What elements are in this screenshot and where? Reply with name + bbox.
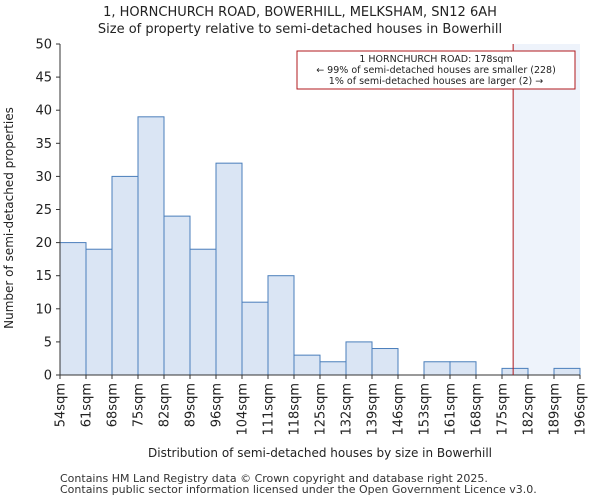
bar-54sqm — [59, 242, 87, 376]
footer-licence: Contains public sector information licen… — [60, 483, 537, 496]
bar-139sqm — [371, 348, 399, 376]
y-axis: 0 5 10 15 20 25 30 35 40 45 50 — [35, 38, 61, 384]
x-axis: 54sqm 61sqm 68sqm 75sqm 82sqm 89sqm 96sqm 104sq… — [54, 374, 589, 436]
bars-group — [59, 116, 581, 376]
y-axis-label: Number of semi-detached properties — [2, 107, 16, 329]
annotation-line-1: 1 HORNCHURCH ROAD: 178sqm — [359, 54, 512, 65]
x-tick-label: 132sqm — [340, 383, 355, 436]
annotation-line-2: ← 99% of semi-detached houses are smalle… — [316, 65, 556, 76]
bar-111sqm — [267, 275, 295, 376]
x-axis-label: Distribution of semi-detached houses by … — [148, 446, 492, 460]
x-tick-label: 75sqm — [132, 383, 147, 427]
x-tick-label: 139sqm — [366, 383, 381, 436]
bar-96sqm — [215, 162, 243, 376]
y-tick-label: 20 — [35, 236, 52, 251]
x-tick-label: 168sqm — [470, 383, 485, 436]
chart-subtitle: Size of property relative to semi-detach… — [98, 22, 502, 37]
bar-132sqm — [345, 341, 373, 376]
x-tick-label: 54sqm — [54, 383, 69, 427]
x-tick-label: 68sqm — [106, 383, 121, 427]
annotation-box: 1 HORNCHURCH ROAD: 178sqm ← 99% of semi-… — [296, 50, 576, 90]
y-tick-label: 0 — [44, 369, 52, 384]
y-tick-label: 45 — [35, 71, 52, 86]
larger-properties-region — [513, 44, 580, 375]
y-tick-label: 50 — [35, 38, 52, 53]
x-tick-label: 82sqm — [158, 383, 173, 427]
x-tick-label: 111sqm — [262, 383, 277, 436]
annotation-line-3: 1% of semi-detached houses are larger (2… — [329, 76, 543, 87]
bar-82sqm — [163, 215, 191, 376]
bar-68sqm — [111, 175, 139, 376]
bar-153sqm — [423, 361, 451, 376]
annotation-border — [296, 50, 576, 90]
bar-89sqm — [189, 248, 217, 376]
bar-118sqm — [293, 354, 321, 376]
x-tick-label: 161sqm — [444, 383, 459, 436]
bar-61sqm — [85, 248, 113, 376]
x-tick-label: 153sqm — [418, 383, 433, 436]
y-tick-label: 10 — [35, 302, 52, 317]
bar-161sqm — [449, 361, 477, 376]
x-tick-label: 61sqm — [80, 383, 95, 427]
y-tick-label: 15 — [35, 269, 52, 284]
bar-189sqm — [553, 367, 581, 376]
chart-title: 1, HORNCHURCH ROAD, BOWERHILL, MELKSHAM,… — [103, 5, 497, 20]
y-tick-label: 5 — [44, 335, 52, 350]
bar-175sqm — [501, 367, 529, 376]
y-tick-label: 35 — [35, 137, 52, 152]
x-tick-label: 96sqm — [210, 383, 225, 427]
x-tick-label: 146sqm — [392, 383, 407, 436]
x-tick-label: 89sqm — [184, 383, 199, 427]
x-tick-label: 175sqm — [496, 383, 511, 436]
x-tick-label: 189sqm — [548, 383, 563, 436]
x-tick-label: 118sqm — [288, 383, 303, 436]
x-tick-label: 182sqm — [522, 383, 537, 436]
y-tick-label: 25 — [35, 203, 52, 218]
footer-copyright: Contains HM Land Registry data © Crown c… — [60, 472, 488, 485]
x-tick-label: 104sqm — [236, 383, 251, 436]
bar-75sqm — [137, 116, 165, 376]
bar-125sqm — [319, 361, 347, 376]
bar-104sqm — [241, 301, 269, 376]
x-tick-label: 125sqm — [314, 383, 329, 436]
y-tick-label: 40 — [35, 104, 52, 119]
x-tick-label: 196sqm — [574, 383, 589, 436]
y-tick-label: 30 — [35, 170, 52, 185]
